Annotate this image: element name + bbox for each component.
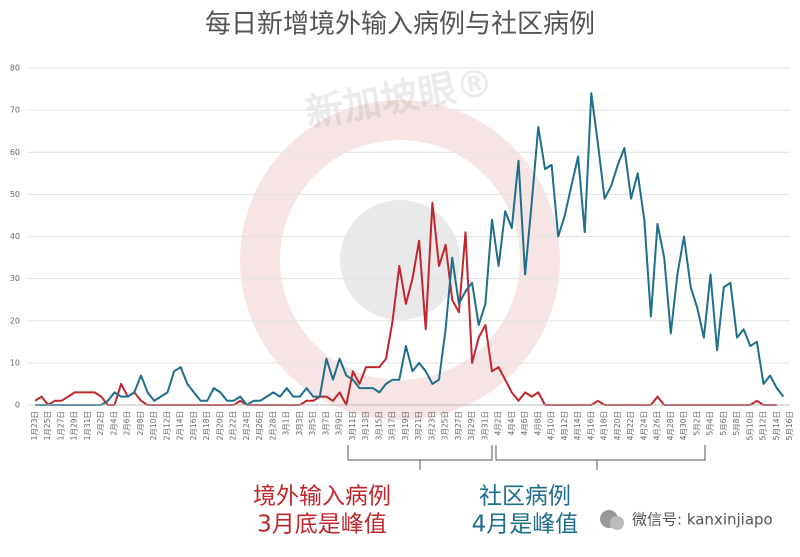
x-tick-label: 2月2日: [96, 411, 105, 436]
x-tick-label: 4月30日: [679, 411, 688, 440]
x-tick-label: 3月13日: [361, 411, 370, 440]
x-tick-label: 3月1日: [282, 411, 291, 436]
y-tick-label: 70: [10, 106, 20, 115]
x-tick-label: 2月18日: [202, 411, 211, 440]
credit-icon: [600, 510, 624, 530]
x-tick-label: 3月11日: [348, 411, 357, 440]
x-tick-label: 2月28日: [268, 411, 277, 440]
y-tick-label: 10: [10, 358, 20, 367]
x-tick-label: 1月27日: [56, 411, 65, 440]
x-tick-label: 1月31日: [83, 411, 92, 440]
y-tick-label: 40: [10, 232, 20, 241]
x-tick-label: 5月2日: [692, 411, 701, 436]
x-tick-label: 2月8日: [136, 411, 145, 436]
x-tick-label: 3月23日: [427, 411, 436, 440]
x-tick-label: 3月7日: [321, 411, 330, 436]
y-tick-label: 0: [15, 401, 20, 410]
x-tick-label: 5月4日: [706, 411, 715, 436]
x-tick-label: 3月25日: [441, 411, 450, 440]
chart-title: 每日新增境外输入病例与社区病例: [205, 10, 595, 40]
y-tick-label: 30: [10, 274, 20, 283]
x-tick-label: 5月16日: [785, 411, 794, 440]
x-tick-label: 2月4日: [109, 411, 118, 436]
x-tick-label: 4月10日: [547, 411, 556, 440]
x-tick-label: 4月4日: [507, 411, 516, 436]
x-tick-label: 4月22日: [626, 411, 635, 440]
x-tick-label: 4月6日: [520, 411, 529, 436]
x-tick-label: 4月14日: [573, 411, 582, 440]
x-tick-label: 4月2日: [494, 411, 503, 436]
x-tick-label: 1月23日: [30, 411, 39, 440]
x-tick-label: 3月21日: [414, 411, 423, 440]
x-tick-label: 4月18日: [600, 411, 609, 440]
x-tick-label: 5月14日: [772, 411, 781, 440]
annotation: 3月底是峰值: [257, 512, 387, 538]
x-tick-label: 2月20日: [215, 411, 224, 440]
x-tick-label: 3月31日: [480, 411, 489, 440]
x-tick-label: 4月28日: [666, 411, 675, 440]
x-tick-label: 5月6日: [719, 411, 728, 436]
x-tick-label: 2月14日: [176, 411, 185, 440]
x-tick-label: 3月17日: [388, 411, 397, 440]
series-line: [35, 92, 785, 406]
x-tick-label: 2月26日: [255, 411, 264, 440]
annotation: 社区病例: [479, 484, 571, 510]
x-tick-label: 5月8日: [732, 411, 741, 436]
x-tick-label: 3月15日: [374, 411, 383, 440]
x-tick-label: 1月29日: [70, 411, 79, 440]
y-tick-label: 60: [10, 148, 20, 157]
x-tick-label: 1月25日: [43, 411, 52, 440]
x-tick-label: 2月22日: [229, 411, 238, 440]
x-tick-label: 4月12日: [560, 411, 569, 440]
y-tick-label: 80: [10, 64, 20, 73]
x-tick-label: 3月9日: [335, 411, 344, 436]
x-tick-label: 2月16日: [189, 411, 198, 440]
x-tick-label: 4月16日: [586, 411, 595, 440]
x-tick-label: 5月10日: [745, 411, 754, 440]
x-tick-label: 4月8日: [533, 411, 542, 436]
x-tick-label: 2月12日: [162, 411, 171, 440]
x-tick-label: 2月10日: [149, 411, 158, 440]
credit: 微信号: kanxinjiapo: [632, 511, 773, 529]
annotation: 境外输入病例: [253, 484, 391, 510]
x-tick-label: 5月12日: [759, 411, 768, 440]
x-tick-label: 2月24日: [242, 411, 251, 440]
y-tick-label: 20: [10, 316, 20, 325]
brackets: [347, 445, 706, 470]
x-tick-label: 4月20日: [613, 411, 622, 440]
x-tick-label: 4月26日: [653, 411, 662, 440]
x-tick-label: 3月19日: [401, 411, 410, 440]
annotation: 4月是峰值: [472, 512, 579, 538]
x-tick-label: 3月29日: [467, 411, 476, 440]
y-tick-label: 50: [10, 190, 20, 199]
x-tick-label: 3月5日: [308, 411, 317, 436]
x-tick-label: 2月6日: [123, 411, 132, 436]
x-tick-label: 3月27日: [454, 411, 463, 440]
x-tick-label: 4月24日: [639, 411, 648, 440]
x-tick-label: 3月3日: [295, 411, 304, 436]
